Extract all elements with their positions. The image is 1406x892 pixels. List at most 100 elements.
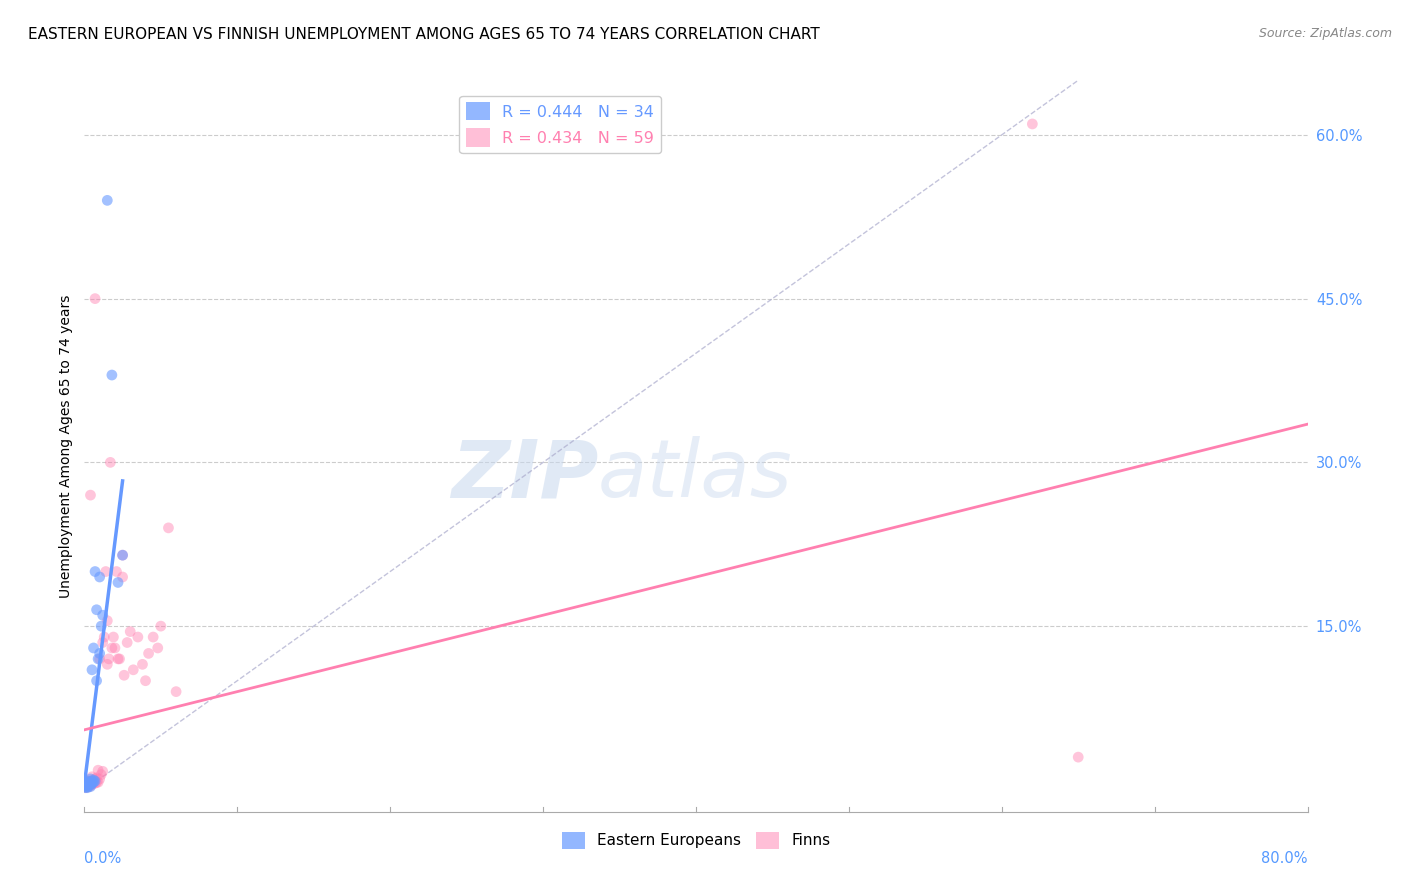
- Point: [122, 663, 145, 677]
- Point: [77, 777, 100, 791]
- Point: [79, 775, 101, 789]
- Point: [87, 652, 110, 666]
- Point: [76, 780, 98, 794]
- Point: [79, 775, 101, 789]
- Point: [131, 657, 153, 672]
- Point: [77, 774, 100, 789]
- Point: [111, 548, 134, 562]
- Point: [80, 776, 103, 790]
- Point: [96, 614, 118, 628]
- Point: [77, 776, 100, 790]
- Point: [96, 657, 118, 672]
- Point: [80, 770, 103, 784]
- Point: [107, 652, 129, 666]
- Point: [91, 635, 114, 649]
- Point: [75, 775, 97, 789]
- Point: [84, 565, 107, 579]
- Point: [84, 292, 107, 306]
- Text: 80.0%: 80.0%: [1261, 851, 1308, 865]
- Point: [76, 779, 98, 793]
- Point: [105, 565, 128, 579]
- Point: [93, 630, 115, 644]
- Point: [101, 368, 124, 382]
- Point: [77, 774, 100, 789]
- Point: [1067, 750, 1090, 764]
- Point: [83, 775, 105, 789]
- Point: [87, 775, 110, 789]
- Point: [89, 772, 111, 786]
- Point: [127, 630, 149, 644]
- Point: [86, 673, 108, 688]
- Point: [157, 521, 180, 535]
- Y-axis label: Unemployment Among Ages 65 to 74 years: Unemployment Among Ages 65 to 74 years: [59, 294, 73, 598]
- Point: [111, 570, 134, 584]
- Point: [91, 608, 114, 623]
- Point: [149, 619, 172, 633]
- Point: [115, 635, 138, 649]
- Point: [101, 640, 124, 655]
- Point: [76, 774, 98, 789]
- Text: atlas: atlas: [598, 436, 793, 515]
- Point: [111, 548, 134, 562]
- Point: [75, 779, 97, 793]
- Point: [79, 780, 101, 794]
- Point: [1021, 117, 1043, 131]
- Point: [87, 763, 110, 777]
- Point: [98, 455, 121, 469]
- Point: [77, 779, 100, 793]
- Point: [90, 767, 112, 781]
- Point: [84, 772, 107, 786]
- Point: [76, 776, 98, 790]
- Point: [79, 772, 101, 786]
- Point: [108, 652, 131, 666]
- Text: EASTERN EUROPEAN VS FINNISH UNEMPLOYMENT AMONG AGES 65 TO 74 YEARS CORRELATION C: EASTERN EUROPEAN VS FINNISH UNEMPLOYMENT…: [28, 27, 820, 42]
- Point: [96, 194, 118, 208]
- Point: [112, 668, 135, 682]
- Point: [77, 780, 100, 794]
- Point: [94, 565, 117, 579]
- Point: [135, 673, 157, 688]
- Point: [80, 663, 103, 677]
- Point: [79, 488, 101, 502]
- Point: [84, 776, 107, 790]
- Text: ZIP: ZIP: [451, 436, 598, 515]
- Point: [142, 630, 165, 644]
- Point: [86, 603, 108, 617]
- Point: [138, 647, 160, 661]
- Point: [75, 780, 97, 795]
- Point: [75, 777, 97, 791]
- Text: Source: ZipAtlas.com: Source: ZipAtlas.com: [1258, 27, 1392, 40]
- Point: [83, 640, 105, 655]
- Point: [89, 570, 111, 584]
- Point: [80, 774, 103, 789]
- Point: [146, 640, 169, 655]
- Point: [165, 684, 187, 698]
- Point: [107, 575, 129, 590]
- Point: [103, 630, 125, 644]
- Point: [75, 780, 97, 794]
- Point: [75, 780, 97, 794]
- Point: [79, 779, 101, 793]
- Point: [89, 652, 111, 666]
- Point: [91, 764, 114, 779]
- Point: [83, 773, 105, 788]
- Point: [97, 652, 120, 666]
- Point: [86, 775, 108, 789]
- Point: [80, 777, 103, 791]
- Point: [83, 776, 105, 790]
- Point: [89, 647, 111, 661]
- Point: [80, 774, 103, 789]
- Point: [120, 624, 142, 639]
- Point: [76, 777, 98, 791]
- Legend: Eastern Europeans, Finns: Eastern Europeans, Finns: [555, 825, 837, 855]
- Point: [83, 773, 105, 788]
- Point: [90, 619, 112, 633]
- Text: 0.0%: 0.0%: [84, 851, 121, 865]
- Point: [76, 780, 98, 795]
- Point: [86, 771, 108, 785]
- Point: [76, 775, 98, 789]
- Point: [75, 780, 97, 795]
- Point: [104, 640, 127, 655]
- Point: [75, 777, 97, 791]
- Point: [84, 774, 107, 789]
